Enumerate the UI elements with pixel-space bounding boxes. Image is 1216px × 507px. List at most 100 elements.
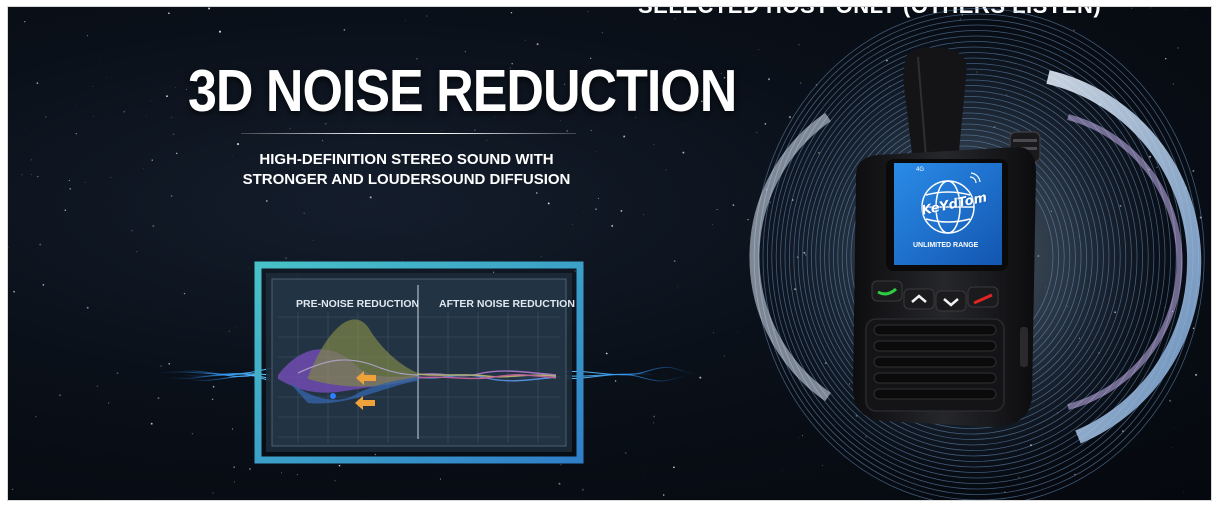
- star: [643, 471, 644, 473]
- star: [566, 130, 569, 132]
- star: [402, 258, 403, 259]
- ptt-side-button: [1020, 327, 1028, 367]
- hangup-red-icon: [967, 286, 999, 308]
- star: [758, 49, 760, 51]
- star: [723, 355, 726, 357]
- star: [35, 416, 37, 418]
- sound-ring: [780, 41, 1171, 473]
- star: [581, 488, 584, 491]
- star: [136, 251, 138, 253]
- star: [747, 219, 749, 221]
- star: [712, 224, 713, 225]
- star: [959, 18, 961, 20]
- star: [673, 260, 676, 262]
- star: [231, 428, 234, 430]
- star: [536, 43, 539, 46]
- star: [1182, 491, 1184, 493]
- network-indicator: 4G: [916, 167, 925, 173]
- star: [430, 179, 432, 180]
- star: [1185, 9, 1187, 10]
- star: [175, 87, 176, 88]
- product-illustration: [749, 8, 1205, 500]
- star: [8, 246, 9, 248]
- star: [855, 13, 856, 15]
- star: [416, 57, 418, 60]
- star: [37, 175, 39, 178]
- star: [116, 372, 119, 374]
- star: [868, 47, 869, 49]
- star: [143, 168, 144, 170]
- product-banner: SELECTED HOST ONLY (OTHERS LISTEN) 3D NO…: [7, 6, 1212, 501]
- subtitle: HIGH-DEFINITION STEREO SOUND WITH STRONG…: [234, 150, 579, 190]
- star: [516, 178, 518, 179]
- star: [39, 243, 42, 246]
- star: [590, 130, 592, 132]
- star: [360, 67, 361, 69]
- star: [285, 257, 288, 260]
- star: [1192, 327, 1195, 329]
- star: [303, 212, 305, 214]
- star: [131, 229, 134, 232]
- star: [42, 284, 45, 286]
- star: [716, 209, 718, 210]
- star: [160, 365, 163, 368]
- star: [788, 116, 791, 119]
- star: [84, 181, 86, 183]
- chevron-up-icon: [903, 288, 935, 310]
- sound-ring: [784, 46, 1166, 468]
- comparison-panel-frame: [254, 261, 584, 464]
- star: [494, 116, 496, 118]
- star: [175, 152, 178, 155]
- star: [44, 115, 47, 119]
- star: [564, 83, 566, 85]
- star: [405, 20, 406, 21]
- star: [186, 89, 188, 90]
- star: [699, 376, 702, 379]
- star: [1172, 447, 1174, 448]
- star: [234, 481, 236, 483]
- star: [1192, 169, 1195, 172]
- star: [767, 78, 771, 81]
- star: [210, 25, 212, 26]
- star: [595, 208, 597, 210]
- star: [653, 144, 655, 146]
- title-divider: [241, 133, 576, 134]
- star: [225, 90, 228, 92]
- star: [712, 332, 715, 334]
- star: [172, 133, 175, 136]
- star: [110, 177, 112, 179]
- star: [1177, 147, 1179, 149]
- star: [228, 330, 230, 332]
- star: [653, 422, 655, 424]
- star: [605, 352, 608, 355]
- call-green-icon: [871, 280, 903, 302]
- star: [374, 453, 377, 456]
- star: [688, 96, 691, 99]
- star: [93, 115, 94, 117]
- subtitle-line-1: HIGH-DEFINITION STEREO SOUND WITH: [259, 151, 554, 168]
- star: [493, 271, 495, 273]
- star: [58, 394, 61, 397]
- star: [798, 437, 800, 439]
- star: [338, 464, 341, 467]
- star: [68, 179, 70, 181]
- star: [36, 82, 39, 84]
- star: [96, 385, 99, 388]
- sound-ring: [811, 79, 1132, 435]
- star: [673, 466, 675, 469]
- star: [609, 71, 612, 74]
- star: [812, 8, 814, 9]
- arrow-left-icon-secondary: [355, 396, 375, 410]
- star: [296, 474, 298, 476]
- star: [753, 55, 754, 57]
- star: [764, 123, 767, 125]
- star: [547, 202, 550, 205]
- star: [191, 433, 193, 435]
- star: [150, 422, 153, 425]
- star: [1172, 83, 1175, 85]
- star: [105, 77, 107, 79]
- star: [587, 11, 589, 12]
- sound-ring: [797, 63, 1149, 451]
- star: [590, 57, 592, 59]
- star: [151, 159, 153, 161]
